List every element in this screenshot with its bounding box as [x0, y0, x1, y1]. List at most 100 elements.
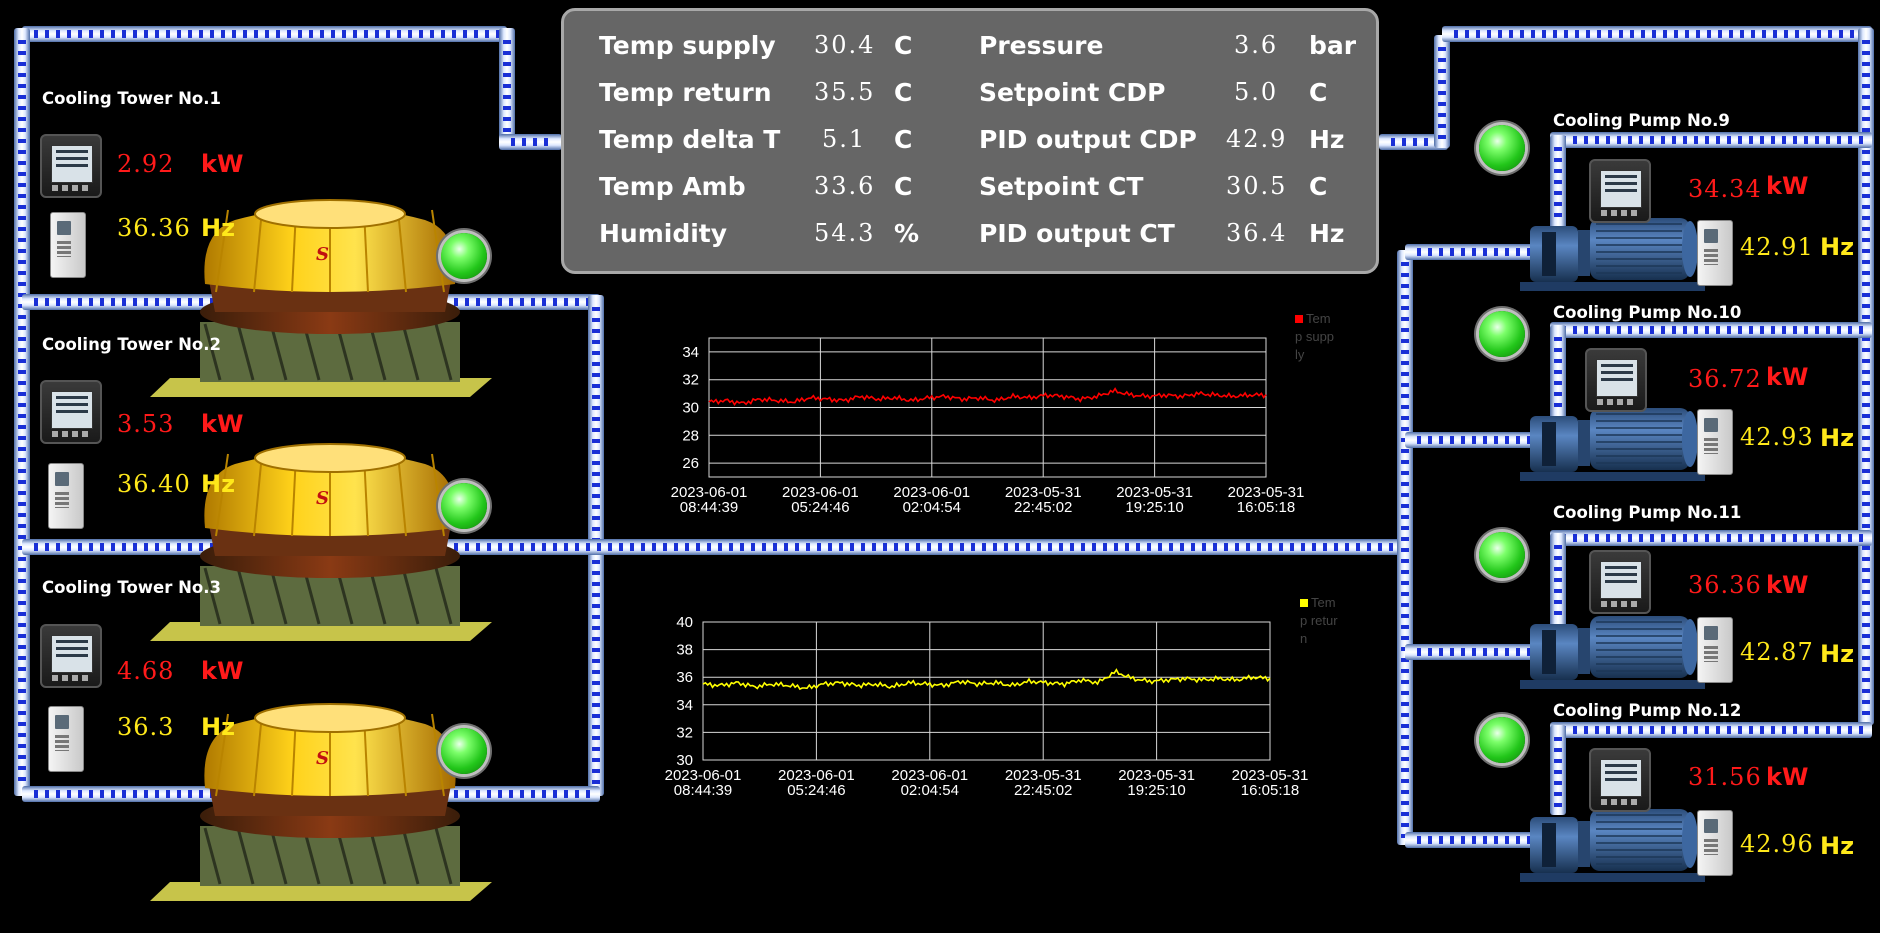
- pump-skid: [1520, 282, 1705, 291]
- panel-unit: %: [894, 219, 920, 248]
- x-tick-label: 02:04:54: [901, 782, 959, 799]
- x-tick-label: 2023-06-01: [893, 484, 970, 501]
- pipe-segment: [1550, 722, 1872, 738]
- vfd-drive-icon: [1697, 220, 1733, 286]
- tower-kw-unit: kW: [201, 150, 244, 178]
- tower-2-status-led[interactable]: [441, 483, 487, 529]
- x-tick-label: 2023-06-01: [782, 484, 859, 501]
- panel-value: 5.1: [822, 125, 867, 153]
- pipe-network: [14, 26, 1874, 848]
- cooling-pump-icon: [1520, 616, 1705, 689]
- pump-motor: [1590, 616, 1690, 678]
- vfd-drive-icon: [50, 212, 86, 278]
- x-tick-label: 08:44:39: [674, 782, 732, 799]
- pump-title: Cooling Pump No.11: [1553, 503, 1742, 522]
- pump-11-status-led[interactable]: [1479, 532, 1525, 578]
- tower-base: [150, 622, 492, 641]
- panel-value: 5.0: [1234, 78, 1279, 106]
- tower-kw-value: 3.53: [117, 410, 175, 438]
- pump-10-status-led[interactable]: [1479, 311, 1525, 357]
- status-panel: Temp supply 30.4 C Temp return 35.5 C Te…: [561, 8, 1379, 274]
- power-meter-icon: [1589, 748, 1651, 812]
- pump-kw-unit: kW: [1766, 763, 1809, 791]
- panel-value: 30.4: [814, 31, 876, 59]
- tower-hz-unit: Hz: [201, 713, 236, 741]
- pipe-segment: [499, 28, 515, 148]
- x-tick-label: 2023-06-01: [891, 767, 968, 784]
- panel-unit: C: [894, 172, 913, 201]
- x-tick-label: 16:05:18: [1241, 782, 1299, 799]
- panel-value: 36.4: [1226, 219, 1288, 247]
- tower-base: [150, 882, 492, 901]
- cooling-pump-graphics: [1520, 218, 1705, 882]
- vfd-drive-icon: [48, 706, 84, 772]
- pump-12-status-led[interactable]: [1479, 717, 1525, 763]
- y-tick-label: 28: [682, 427, 699, 444]
- pipe-segment: [22, 786, 240, 802]
- cooling-tower-icon: S: [150, 703, 492, 901]
- pump-motor: [1590, 218, 1690, 280]
- tower-title: Cooling Tower No.1: [42, 89, 222, 108]
- panel-value: 33.6: [814, 172, 876, 200]
- panel-value: 3.6: [1234, 31, 1279, 59]
- x-tick-label: 2023-05-31: [1116, 484, 1193, 501]
- tower-3-status-led[interactable]: [441, 728, 487, 774]
- pump-hz-unit: Hz: [1820, 424, 1855, 452]
- chart2-legend[interactable]: Temp return: [1300, 594, 1340, 648]
- pipe-segment: [420, 539, 1405, 555]
- y-tick-label: 32: [676, 724, 693, 741]
- y-tick-label: 38: [676, 642, 693, 659]
- x-tick-label: 05:24:46: [791, 499, 849, 516]
- pipe-segment: [1405, 644, 1540, 660]
- panel-value: 42.9: [1226, 125, 1288, 153]
- pump-hz-unit: Hz: [1820, 832, 1855, 860]
- x-tick-label: 2023-06-01: [671, 484, 748, 501]
- tower-title: Cooling Tower No.3: [42, 578, 222, 597]
- cooling-pump-icon: [1520, 809, 1705, 882]
- tower-fan-deck: [254, 443, 406, 473]
- cooling-tower-icon: S: [150, 199, 492, 397]
- pump-kw-unit: kW: [1766, 363, 1809, 391]
- panel-unit: bar: [1309, 31, 1357, 60]
- panel-unit: C: [894, 125, 913, 154]
- panel-label: Temp return: [599, 78, 772, 107]
- panel-unit: C: [1309, 78, 1328, 107]
- pump-title: Cooling Pump No.10: [1553, 303, 1742, 322]
- legend-label: Temp return: [1300, 595, 1338, 646]
- x-tick-label: 19:25:10: [1127, 782, 1185, 799]
- x-tick-label: 2023-05-31: [1005, 767, 1082, 784]
- pipe-segment: [1397, 250, 1413, 845]
- pump-kw-value: 36.36: [1688, 571, 1762, 599]
- pipe-segment: [1405, 832, 1540, 848]
- power-meter-icon: [40, 134, 102, 198]
- pump-9-status-led[interactable]: [1479, 125, 1525, 171]
- panel-label: PID output CT: [979, 219, 1175, 248]
- tower-kw-value: 2.92: [117, 150, 175, 178]
- vfd-drive-icon: [1697, 409, 1733, 475]
- panel-label: Temp Amb: [599, 172, 746, 201]
- vfd-drive-icon: [1697, 810, 1733, 876]
- pipe-segment: [499, 134, 562, 150]
- x-tick-label: 2023-05-31: [1005, 484, 1082, 501]
- pump-hz-value: 42.91: [1740, 233, 1814, 261]
- pump-kw-unit: kW: [1766, 172, 1809, 200]
- x-tick-label: 2023-06-01: [778, 767, 855, 784]
- x-tick-label: 19:25:10: [1125, 499, 1183, 516]
- power-meter-icon: [40, 380, 102, 444]
- panel-value: 35.5: [814, 78, 876, 106]
- tower-1-status-led[interactable]: [441, 233, 487, 279]
- power-meter-icon: [1589, 550, 1651, 614]
- x-tick-label: 22:45:02: [1014, 499, 1072, 516]
- x-tick-label: 2023-05-31: [1228, 484, 1305, 501]
- panel-label: PID output CDP: [979, 125, 1197, 154]
- y-tick-label: 34: [676, 697, 693, 714]
- series-line: [702, 668, 1271, 691]
- chart1-legend[interactable]: Temp supply: [1295, 310, 1335, 364]
- temp-supply-chart: 26283032342023-06-0108:44:392023-06-0105…: [671, 337, 1305, 516]
- panel-value: 30.5: [1226, 172, 1288, 200]
- tower-hz-unit: Hz: [201, 214, 236, 242]
- plot-frame: [702, 621, 1271, 761]
- cooling-pump-icon: [1520, 218, 1705, 291]
- tower-kw-unit: kW: [201, 657, 244, 685]
